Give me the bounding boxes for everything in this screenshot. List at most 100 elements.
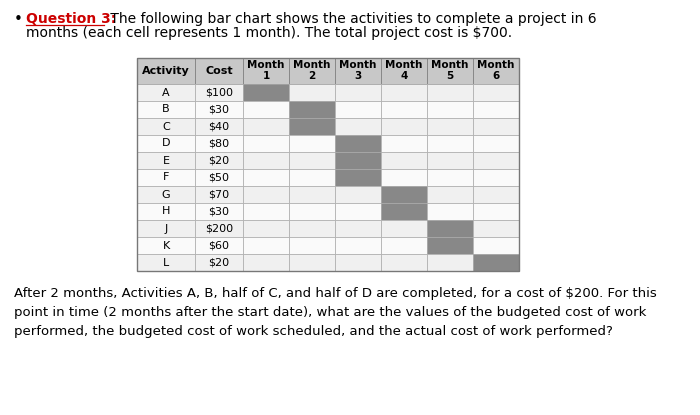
Bar [335,135,381,152]
Bar [335,254,381,271]
Bar [195,101,243,118]
Bar [335,58,381,84]
Bar [335,169,381,186]
Bar [427,220,473,237]
Bar [243,101,289,118]
Text: $20: $20 [209,257,230,268]
Bar [137,152,195,169]
Text: L: L [163,257,169,268]
Text: C: C [162,122,170,132]
Bar [289,186,335,203]
Text: 4: 4 [400,71,407,81]
Bar [335,186,381,203]
Bar [473,101,519,118]
Bar [335,152,381,169]
Bar [243,84,289,101]
Bar [381,58,427,84]
Text: 1: 1 [262,71,270,81]
Bar [243,237,289,254]
Bar [381,203,427,220]
Bar [381,135,427,152]
Bar [335,203,381,220]
Bar [335,118,381,135]
Bar [137,220,195,237]
Text: J: J [164,224,167,234]
Bar [473,254,519,271]
Bar [289,135,335,152]
Text: Month: Month [431,60,469,70]
Bar [427,84,473,101]
Text: 3: 3 [354,71,362,81]
Bar [381,254,427,271]
Bar [427,118,473,135]
Bar [137,169,195,186]
Text: Month: Month [340,60,377,70]
Bar [427,186,473,203]
Text: K: K [162,241,169,251]
Bar [137,101,195,118]
Text: $100: $100 [205,88,233,98]
Bar [137,237,195,254]
Bar [289,237,335,254]
Bar [243,220,289,237]
Bar [427,254,473,271]
Bar [289,169,335,186]
Bar [195,254,243,271]
Bar [381,169,427,186]
Bar [289,254,335,271]
Bar [381,118,427,135]
Bar [137,118,195,135]
Bar [381,220,427,237]
Text: $200: $200 [205,224,233,234]
Bar [195,152,243,169]
Bar [381,152,427,169]
Bar [243,118,289,135]
Text: $80: $80 [209,139,230,149]
Bar [243,152,289,169]
Bar [381,186,427,203]
Bar [427,203,473,220]
Text: $20: $20 [209,156,230,166]
Bar [473,135,519,152]
Bar [195,237,243,254]
Bar [473,169,519,186]
Text: Cost: Cost [205,66,233,76]
Text: B: B [162,105,170,115]
Bar [195,220,243,237]
Text: Question 3:: Question 3: [26,12,116,26]
Text: 6: 6 [492,71,500,81]
Bar [195,186,243,203]
Bar [195,169,243,186]
Bar [243,186,289,203]
Text: A: A [162,88,170,98]
Bar [381,101,427,118]
Bar [137,58,195,84]
Bar [427,135,473,152]
Bar [243,203,289,220]
Bar [427,101,473,118]
Text: 2: 2 [309,71,316,81]
Text: Month: Month [293,60,330,70]
Text: H: H [162,207,170,217]
Bar [473,152,519,169]
Bar [243,169,289,186]
Bar [335,220,381,237]
Bar [335,237,381,254]
Text: Month: Month [385,60,423,70]
Text: G: G [162,190,170,200]
Bar [427,169,473,186]
Bar [243,254,289,271]
Bar [473,118,519,135]
Bar [473,237,519,254]
Text: $30: $30 [209,207,230,217]
Bar [243,58,289,84]
Bar [289,84,335,101]
Bar [289,203,335,220]
Bar [137,254,195,271]
Bar [381,84,427,101]
Bar [427,152,473,169]
Bar [195,58,243,84]
Bar [289,101,335,118]
Bar [137,135,195,152]
Bar [195,118,243,135]
